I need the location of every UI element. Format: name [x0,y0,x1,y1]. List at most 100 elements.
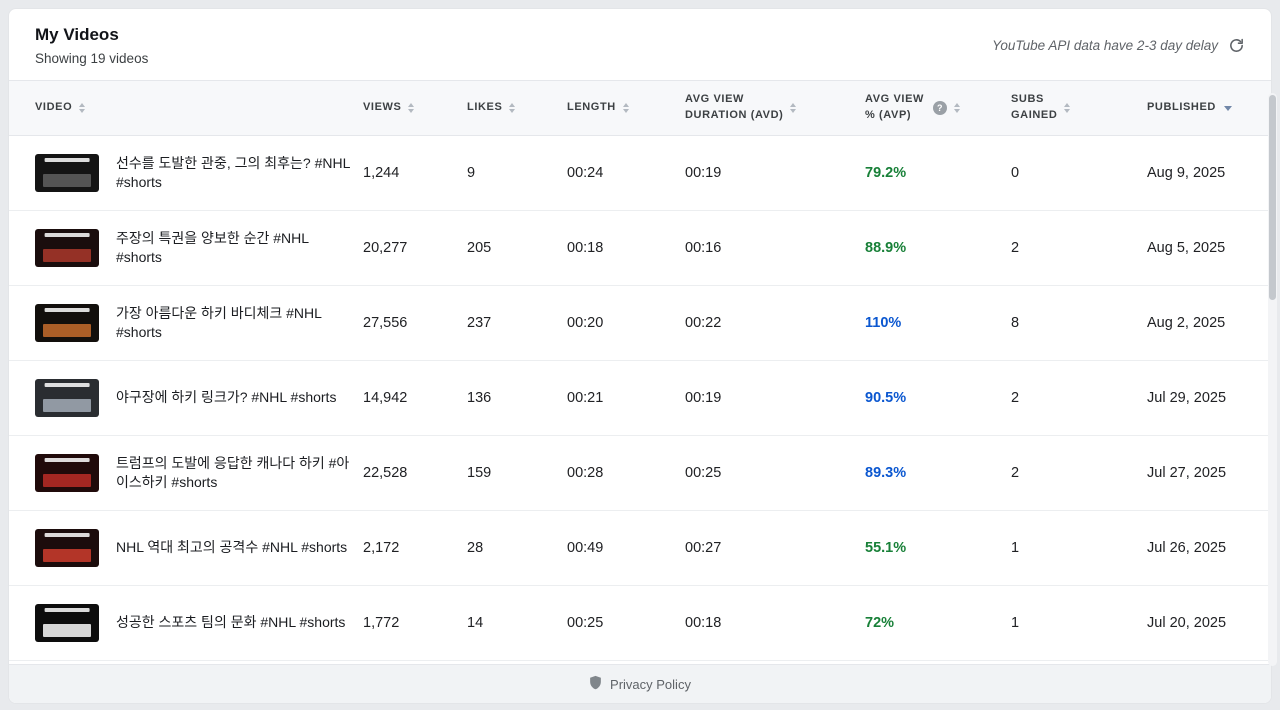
avp-cell: 55.1% [865,540,907,556]
video-title[interactable]: NHL 역대 최고의 공격수 #NHL #shorts [116,539,348,556]
video-thumbnail[interactable] [35,454,99,492]
published-cell: Aug 2, 2025 [1147,315,1226,331]
thumbnail-caption-bar [44,233,90,237]
length-cell: 00:18 [567,240,604,256]
likes-cell: 205 [467,240,492,256]
sort-icon[interactable] [954,103,960,113]
table-row[interactable]: 선수를 도발한 관중, 그의 최후는? #NHL #shorts 1,244 9… [9,136,1271,211]
api-delay-text: YouTube API data have 2-3 day delay [992,38,1218,53]
page-title-block: My Videos Showing 19 videos [35,25,148,66]
length-cell: 00:28 [567,465,604,481]
views-cell: 14,942 [363,390,408,406]
thumbnail-caption-bar [44,608,90,612]
sort-icon[interactable] [79,103,86,113]
subs-gained-cell: 0 [1011,165,1020,181]
video-count: Showing 19 videos [35,51,149,66]
thumbnail-accent [43,174,91,187]
video-title[interactable]: 야구장에 하키 링크가? #NHL #shorts [116,389,337,406]
sort-icon[interactable] [408,103,415,113]
help-icon[interactable]: ? [933,101,947,115]
column-header-avg-view-duration[interactable]: AVG VIEW DURATION (AVD) [685,92,865,124]
published-cell: Aug 9, 2025 [1147,165,1226,181]
video-thumbnail[interactable] [35,229,99,267]
column-header-avg-view-percent[interactable]: AVG VIEW % (AVP) ? [865,92,1011,124]
published-cell: Jul 20, 2025 [1147,615,1227,631]
table-row[interactable]: 성공한 스포츠 팀의 문화 #NHL #shorts 1,772 14 00:2… [9,586,1271,661]
sort-icon[interactable] [790,103,797,113]
avp-cell: 90.5% [865,390,907,406]
table-row[interactable]: 야구장에 하키 링크가? #NHL #shorts 14,942 136 00:… [9,361,1271,436]
subs-gained-cell: 1 [1011,540,1020,556]
subs-gained-cell: 8 [1011,315,1020,331]
privacy-policy-link[interactable]: Privacy Policy [610,676,691,692]
column-header-video[interactable]: VIDEO [35,100,363,116]
thumbnail-accent [43,324,91,337]
scrollbar-thumb[interactable] [1269,95,1276,300]
video-thumbnail[interactable] [35,529,99,567]
column-header-length[interactable]: LENGTH [567,100,685,116]
table-row[interactable]: 트럼프의 도발에 응답한 캐나다 하키 #아이스하키 #shorts 22,52… [9,436,1271,511]
avp-cell: 89.3% [865,465,907,481]
page-footer: Privacy Policy [9,664,1271,703]
likes-cell: 159 [467,465,492,481]
published-cell: Jul 29, 2025 [1147,390,1227,406]
length-cell: 00:24 [567,165,604,181]
column-header-published[interactable]: PUBLISHED [1147,100,1271,116]
thumbnail-caption-bar [44,383,90,387]
length-cell: 00:25 [567,615,604,631]
published-cell: Aug 5, 2025 [1147,240,1226,256]
thumbnail-caption-bar [44,308,90,312]
table-body: 선수를 도발한 관중, 그의 최후는? #NHL #shorts 1,244 9… [9,136,1271,664]
video-title[interactable]: 성공한 스포츠 팀의 문화 #NHL #shorts [116,614,346,631]
sort-icon[interactable] [622,103,629,113]
views-cell: 20,277 [363,240,408,256]
table-row[interactable]: 가장 아름다운 하키 바디체크 #NHL #shorts 27,556 237 … [9,286,1271,361]
avd-cell: 00:25 [685,465,722,481]
subs-gained-cell: 1 [1011,615,1020,631]
thumbnail-caption-bar [44,533,90,537]
length-cell: 00:49 [567,540,604,556]
api-delay-note: YouTube API data have 2-3 day delay [992,37,1245,54]
likes-cell: 136 [467,390,492,406]
table-row[interactable]: 주장의 특권을 양보한 순간 #NHL #shorts 20,277 205 0… [9,211,1271,286]
thumbnail-accent [43,624,91,637]
refresh-icon[interactable] [1228,37,1245,54]
subs-gained-cell: 2 [1011,240,1020,256]
video-cell: 주장의 특권을 양보한 순간 #NHL #shorts [35,229,363,268]
table-row[interactable]: NHL 역대 최고의 공격수 #NHL #shorts 2,172 28 00:… [9,511,1271,586]
video-thumbnail[interactable] [35,304,99,342]
video-cell: 성공한 스포츠 팀의 문화 #NHL #shorts [35,604,363,642]
avd-cell: 00:19 [685,165,722,181]
views-cell: 2,172 [363,540,400,556]
avd-cell: 00:22 [685,315,722,331]
table-header-row: VIDEO VIEWS LIKES LENGTH AVG VIEW DURATI… [9,80,1271,136]
avp-cell: 79.2% [865,165,907,181]
thumbnail-accent [43,399,91,412]
likes-cell: 9 [467,165,476,181]
video-title[interactable]: 주장의 특권을 양보한 순간 #NHL #shorts [116,229,309,265]
sort-icon[interactable] [509,103,516,113]
length-cell: 00:20 [567,315,604,331]
thumbnail-caption-bar [44,458,90,462]
video-title[interactable]: 선수를 도발한 관중, 그의 최후는? #NHL #shorts [116,154,350,190]
subs-gained-cell: 2 [1011,390,1020,406]
subs-gained-cell: 2 [1011,465,1020,481]
views-cell: 22,528 [363,465,408,481]
sort-icon[interactable] [1064,103,1071,113]
views-cell: 1,772 [363,615,400,631]
video-thumbnail[interactable] [35,154,99,192]
avd-cell: 00:27 [685,540,722,556]
video-thumbnail[interactable] [35,379,99,417]
video-title[interactable]: 트럼프의 도발에 응답한 캐나다 하키 #아이스하키 #shorts [116,454,350,490]
avd-cell: 00:16 [685,240,722,256]
scrollbar-track[interactable] [1268,93,1277,666]
video-title[interactable]: 가장 아름다운 하키 바디체크 #NHL #shorts [116,304,322,340]
avp-cell: 88.9% [865,240,907,256]
column-header-subs-gained[interactable]: SUBS GAINED [1011,92,1147,124]
column-header-likes[interactable]: LIKES [467,100,567,116]
my-videos-panel: My Videos Showing 19 videos YouTube API … [8,8,1272,704]
likes-cell: 237 [467,315,492,331]
video-thumbnail[interactable] [35,604,99,642]
column-header-views[interactable]: VIEWS [363,100,467,116]
avp-cell: 110% [865,315,902,331]
